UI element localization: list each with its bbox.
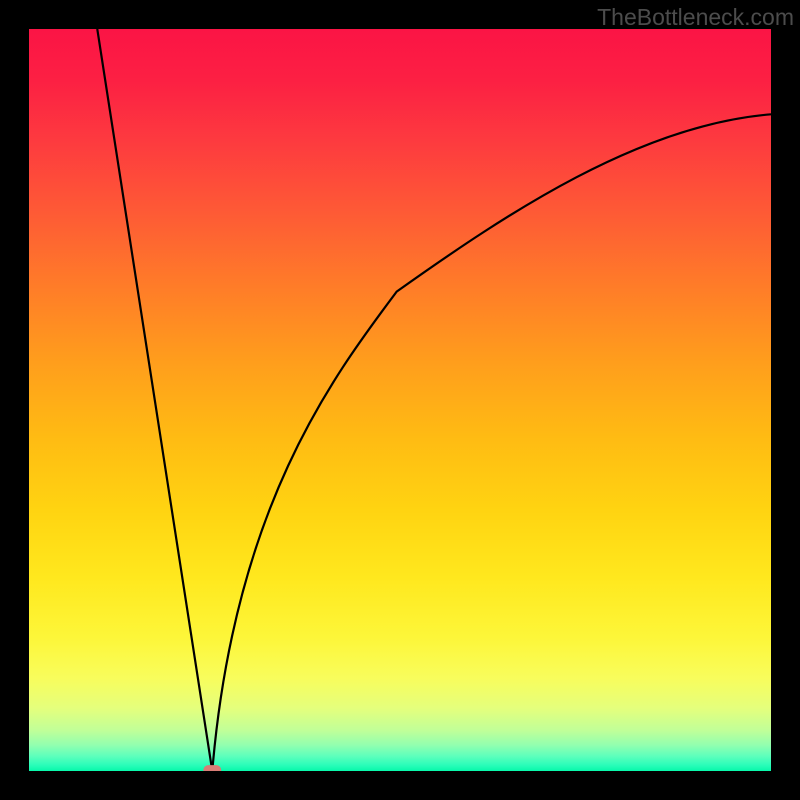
bottleneck-curve xyxy=(29,29,771,771)
curve-path xyxy=(97,29,771,771)
chart-frame: TheBottleneck.com xyxy=(0,0,800,800)
watermark-text: TheBottleneck.com xyxy=(597,4,794,31)
plot-area xyxy=(29,29,771,771)
vertex-marker xyxy=(203,765,221,771)
